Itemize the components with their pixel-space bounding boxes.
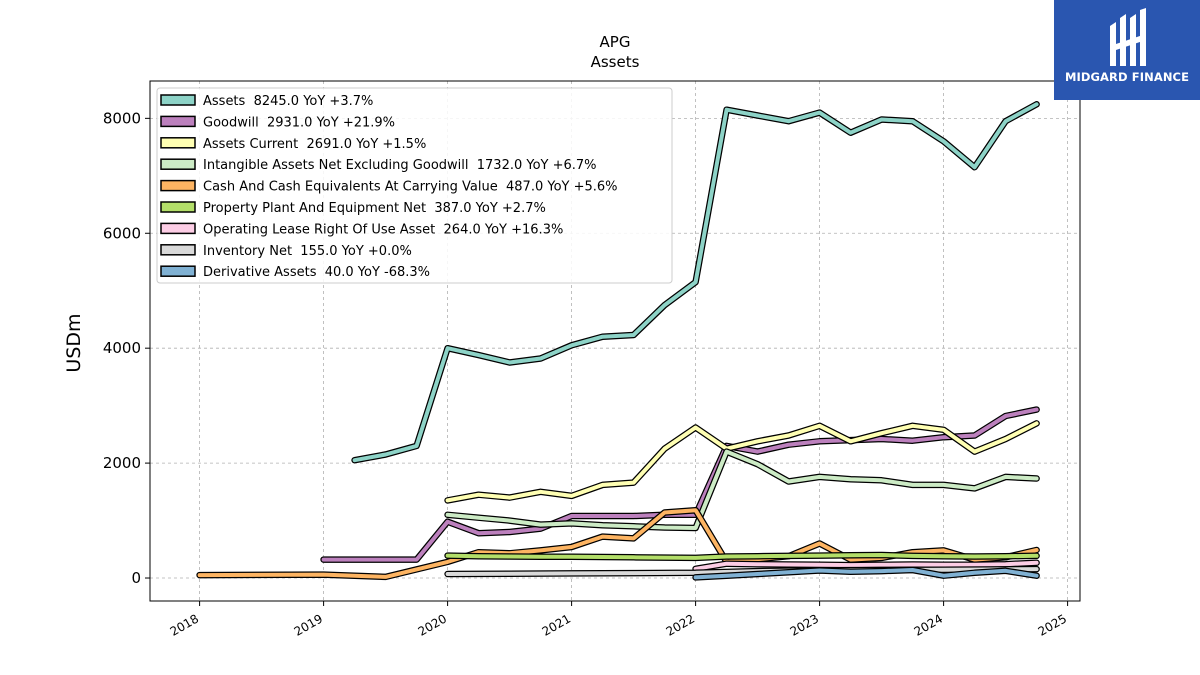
legend-entry: Goodwill 2931.0 YoY +21.9% [203, 115, 395, 130]
y-tick-label: 8000 [103, 109, 141, 127]
series-line [445, 553, 1039, 560]
legend-swatch [160, 244, 196, 256]
series-line [693, 560, 1039, 571]
plot-frame [149, 80, 1081, 602]
y-tick-label: 0 [131, 569, 141, 587]
series-line [352, 102, 1039, 463]
legend-entry: Derivative Assets 40.0 YoY -68.3% [203, 265, 430, 280]
x-tick-label: 2020 [416, 611, 449, 638]
legend-swatch [160, 158, 196, 170]
legend-entry: Property Plant And Equipment Net 387.0 Y… [203, 201, 546, 216]
series-line [321, 407, 1039, 562]
brand-logo: MIDGARD FINANCE [1054, 0, 1200, 100]
x-tick-label: 2024 [912, 611, 945, 638]
series-lines [196, 101, 1040, 581]
series-line [693, 568, 1039, 580]
legend-swatch [160, 137, 196, 149]
x-tick-label: 2021 [540, 611, 573, 638]
legend-box [156, 87, 673, 284]
legend-swatch [160, 201, 196, 213]
series-line [197, 508, 1039, 579]
legend-entry: Assets Current 2691.0 YoY +1.5% [203, 137, 426, 152]
chart-title: APG [600, 33, 631, 51]
x-tick-label: 2019 [292, 611, 325, 638]
y-tick-label: 2000 [103, 454, 141, 472]
x-tick-label: 2018 [168, 611, 201, 638]
legend-entry: Intangible Assets Net Excluding Goodwill… [203, 158, 597, 173]
chart-subtitle: Assets [591, 53, 640, 71]
y-axis-label: USDm [63, 313, 85, 372]
y-tick-label: 6000 [103, 224, 141, 242]
brand-mark-icon [1110, 8, 1146, 66]
legend-swatch [160, 265, 196, 277]
series-line [445, 421, 1039, 503]
legend: Assets 8245.0 YoY +3.7% Goodwill 2931.0 Y… [156, 87, 673, 284]
legend-entry: Inventory Net 155.0 YoY +0.0% [203, 244, 412, 259]
x-tick-label: 2023 [788, 611, 821, 638]
legend-swatch [160, 94, 196, 106]
legend-swatch [160, 115, 196, 128]
legend-swatch [160, 179, 196, 192]
legend-entry: Operating Lease Right Of Use Asset 264.0… [203, 222, 563, 237]
brand-name: MIDGARD FINANCE [1064, 70, 1190, 84]
legend-swatch [160, 222, 196, 235]
y-tick-label: 4000 [103, 339, 141, 357]
x-tick-label: 2022 [664, 611, 697, 638]
legend-entry: Assets 8245.0 YoY +3.7% [203, 94, 373, 109]
x-tick-label: 2025 [1036, 611, 1069, 638]
series-line [445, 449, 1039, 530]
legend-entry: Cash And Cash Equivalents At Carrying Va… [203, 180, 618, 195]
